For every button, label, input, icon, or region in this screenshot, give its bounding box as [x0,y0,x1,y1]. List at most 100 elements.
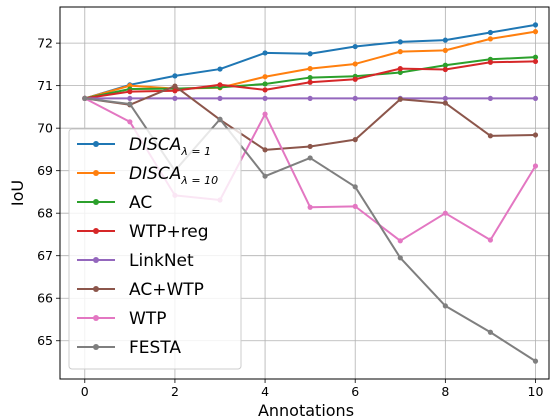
data-point-festa [82,95,88,102]
legend-label: WTP [129,309,166,329]
y-tick-label: 65 [37,333,53,348]
data-point-disca-1 [442,37,448,43]
legend-item-ac-wtp: AC+WTP [77,280,204,300]
y-tick-label: 67 [37,248,53,263]
data-point-disca-10 [397,49,403,55]
legend-item-disca-1: DISCAλ = 1 [77,135,211,158]
legend-swatch-marker [93,141,99,147]
data-point-disca-1 [172,73,178,79]
legend-item-disca-10: DISCAλ = 10 [77,164,218,187]
data-point-wtp-reg [172,88,178,94]
data-point-ac [262,81,268,87]
data-point-disca-1 [532,22,539,28]
data-point-festa [487,329,494,335]
legend-item-ac: AC [77,193,152,213]
data-point-linknet [127,95,133,102]
data-point-wtp-reg [532,58,539,65]
y-tick-label: 69 [37,163,53,178]
x-tick-label: 4 [261,384,269,399]
data-point-wtp-reg [487,59,494,65]
data-point-festa [217,116,223,122]
data-point-disca-10 [487,36,494,42]
x-tick-label: 8 [441,384,449,399]
data-point-ac [307,74,313,81]
y-axis-label: IoU [8,180,27,206]
data-point-disca-10 [442,47,448,53]
data-point-wtp-reg [442,66,448,73]
data-point-festa [307,155,313,161]
y-tick-label: 71 [37,78,53,93]
series-ac-wtp [82,83,539,153]
legend-label: AC [129,193,152,213]
data-point-disca-1 [307,51,313,57]
data-point-linknet [487,95,494,102]
x-tick-label: 10 [528,384,544,399]
data-point-disca-10 [307,66,313,72]
legend-label: FESTA [129,338,181,358]
data-point-ac-wtp [487,133,494,139]
data-point-linknet [532,95,539,102]
data-point-wtp [127,119,133,125]
legend-item-linknet: LinkNet [77,251,194,271]
data-point-linknet [352,95,358,102]
data-point-disca-1 [487,29,494,36]
data-point-wtp [352,203,358,209]
data-point-wtp-reg [262,87,268,93]
legend-label: DISCAλ = 1 [129,135,211,158]
data-point-wtp [307,204,313,210]
data-point-ac-wtp [262,147,268,153]
y-tick-label: 66 [37,291,53,306]
data-point-disca-1 [352,43,358,50]
data-point-wtp [532,163,539,169]
data-point-ac-wtp [397,96,403,102]
y-tick-label: 68 [37,206,53,221]
legend-box [68,128,242,370]
data-point-wtp-reg [307,79,313,85]
legend-label: DISCAλ = 10 [129,164,218,187]
data-point-linknet [262,95,268,102]
data-point-wtp [262,111,268,117]
data-point-wtp-reg [397,66,403,72]
data-point-wtp-reg [352,76,358,82]
data-point-ac-wtp [532,132,539,138]
x-axis-label: Annotations [258,401,354,418]
data-point-ac-wtp [307,143,313,150]
data-point-linknet [442,95,448,102]
data-point-linknet [217,95,223,102]
data-point-disca-1 [217,66,223,72]
data-point-ac-wtp [352,137,358,143]
legend-label: AC+WTP [129,280,204,300]
x-tick-label: 6 [351,384,359,399]
data-point-festa [442,303,448,309]
data-point-ac [532,54,539,60]
series-ac [82,54,539,102]
data-point-festa [532,358,539,364]
data-point-festa [262,173,268,179]
data-point-linknet [172,95,178,102]
legend-swatch-marker [93,315,99,321]
data-point-festa [352,184,358,190]
data-point-wtp [487,237,494,243]
data-point-ac-wtp [442,100,448,106]
data-point-festa [397,255,403,261]
data-point-ac [442,62,448,68]
data-point-disca-10 [262,74,268,80]
plot-frame [59,6,550,380]
legend-swatch-marker [93,170,99,176]
data-point-wtp [442,210,448,216]
data-point-ac [397,69,403,76]
legend-item-wtp-reg: WTP+reg [77,222,209,242]
legend: DISCAλ = 1 DISCAλ = 10 AC WTP+reg LinkNet AC+… [68,128,242,370]
y-tick-label: 72 [37,36,53,51]
legend-swatch-marker [93,199,99,205]
data-point-wtp [397,238,403,244]
x-tick-label: 0 [81,384,89,399]
data-point-disca-1 [262,50,268,56]
legend-label: WTP+reg [129,222,209,242]
data-point-disca-10 [532,29,539,35]
legend-swatch-marker [93,344,99,350]
legend-item-festa: FESTA [77,338,181,358]
legend-swatch-marker [93,286,99,292]
